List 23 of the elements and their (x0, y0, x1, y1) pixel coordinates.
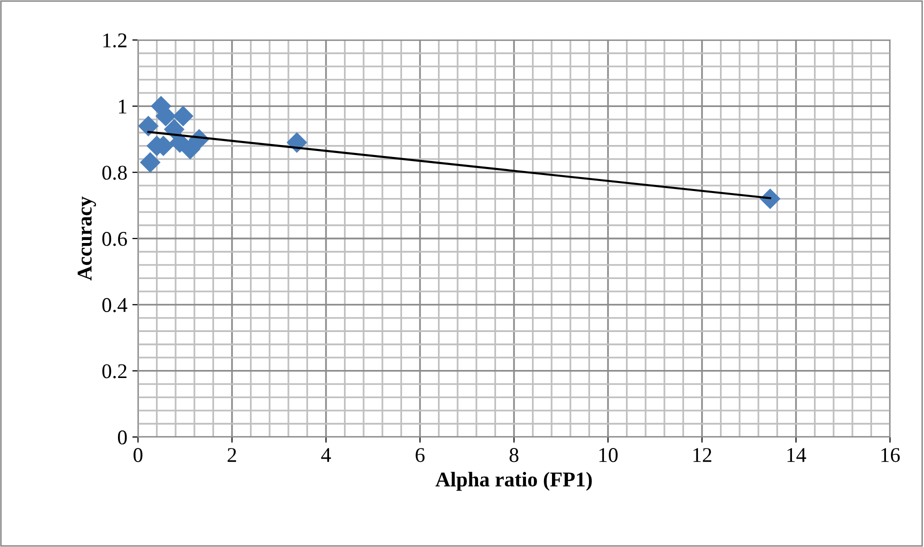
x-tick-label: 14 (787, 448, 806, 462)
y-tick-label: 0.4 (102, 298, 128, 312)
x-tick-label: 8 (510, 448, 518, 462)
point (760, 188, 780, 210)
y-tick-label: 0.6 (102, 232, 127, 246)
point (138, 116, 159, 136)
point (172, 106, 194, 126)
x-tick-label: 6 (416, 448, 425, 462)
y-tick-label: 0.8 (102, 166, 127, 180)
y-axis-title: Accuracy (78, 196, 96, 281)
x-tick-label: 16 (881, 448, 900, 462)
y-tick-label: 1.2 (103, 33, 126, 48)
x-tick-label: 4 (321, 448, 331, 462)
x-tick-label: 2 (228, 448, 236, 462)
x-tick-label: 12 (693, 448, 712, 462)
x-tick-label: 10 (599, 448, 618, 462)
point (180, 138, 200, 160)
x-axis-title: Alpha ratio (FP1) (436, 472, 592, 491)
y-tick-label: 0 (118, 430, 127, 444)
y-tick-label: 1 (119, 100, 126, 114)
x-tick-label: 0 (134, 448, 142, 462)
y-tick-label: 0.2 (102, 364, 126, 378)
point (140, 152, 161, 173)
